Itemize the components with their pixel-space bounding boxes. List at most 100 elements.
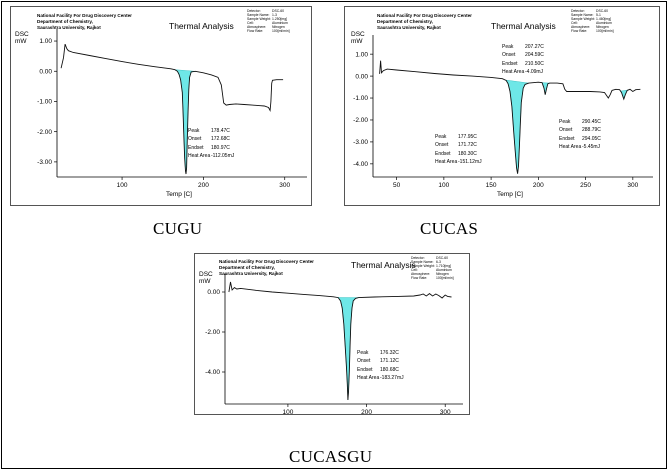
meta-value: 100[ml/min] [596, 28, 614, 33]
y-tick-label: -4.00 [205, 369, 220, 376]
meta-row: Flow Rate: 100[ml/min] [571, 28, 614, 34]
instrument-meta: Detector: DSC-60 Sample Name: 6-3 Sample W… [411, 256, 454, 281]
meta-value: Aluminium [436, 267, 452, 272]
x-tick-label: 100 [282, 409, 293, 416]
meta-key: Flow Rate: [247, 28, 264, 33]
meta-row: Sample Weight:1.710[mg] [411, 263, 454, 269]
endset-temp: 180.68C [380, 366, 399, 373]
meta-key: Sample Weight: [247, 16, 271, 21]
onset-temp: 171.72C [458, 142, 477, 149]
peak-annotation: Peak 176.32C Onset 171.12C Endset 180.68C H… [357, 350, 404, 381]
meta-row: Sample Name: 6-3 [411, 259, 454, 265]
x-tick-label: 300 [279, 182, 290, 189]
onset-temp: 204.59C [525, 52, 544, 59]
meta-key: Sample Weight: [571, 16, 595, 21]
facility-line-1: National Facility For Drug Discovery Cen… [377, 13, 472, 18]
meta-key: Atmosphere: [247, 24, 267, 29]
y-tick-label: 0.00 [355, 73, 368, 80]
facility-header: National Facility For Drug Discovery Cen… [219, 259, 314, 277]
y-axis-label: DSC mW [351, 31, 365, 45]
x-tick-label: 300 [627, 182, 638, 189]
y-axis-label: DSC mW [199, 271, 213, 285]
peak-annotation: Peak 207.27C Onset 204.59C Endset 210.50C H… [502, 44, 544, 75]
meta-row: Sample Weight:1.250[mg] [247, 16, 290, 22]
chart-panel-cugu: National Facility For Drug Discovery Cen… [10, 6, 312, 206]
caption-cugu: CUGU [153, 219, 203, 238]
meta-value: 1.250[mg] [272, 16, 288, 21]
meta-row: Atmosphere: Nitrogen [571, 24, 614, 30]
y-tick-label: 1.00 [355, 51, 368, 58]
dsc-curve-line [379, 60, 641, 174]
onset-temp: 171.12C [380, 358, 399, 365]
meta-key: Sample Name: [411, 259, 434, 264]
peak-area-fill [505, 79, 529, 174]
meta-row: Cell: Aluminium [571, 20, 614, 26]
meta-row: Atmosphere: Nitrogen [247, 24, 290, 30]
y-tick-label: -1.00 [353, 95, 368, 102]
facility-line-1: National Facility For Drug Discovery Cen… [219, 259, 314, 264]
facility-line-2: Department of Chemistry, [37, 19, 93, 24]
chart-title: Thermal Analysis [491, 21, 556, 31]
facility-line-1: National Facility For Drug Discovery Cen… [37, 13, 132, 18]
caption-cucasgu: CUCASGU [289, 447, 373, 466]
meta-row: Cell: Aluminium [411, 267, 454, 273]
meta-row: Sample Weight:1.460[mg] [571, 16, 614, 22]
endset-temp: 210.50C [525, 60, 544, 67]
meta-value: 6-3 [436, 259, 441, 264]
meta-row: Detector: DSC-60 [571, 9, 614, 14]
peak-temp: 176.32C [380, 350, 399, 356]
x-axis-label: Temp [C] [166, 191, 192, 198]
x-tick-label: 100 [117, 182, 128, 189]
meta-row: Flow Rate: 100[ml/min] [247, 28, 290, 34]
meta-value: Aluminium [596, 20, 612, 25]
x-tick-label: 200 [361, 409, 372, 416]
y-axis-label: DSC mW [15, 31, 29, 45]
meta-key: Detector: [247, 9, 261, 13]
onset-temp: 288.79C [582, 127, 601, 134]
meta-value: 1-3 [272, 12, 277, 17]
heat-area: -151.12mJ [458, 158, 482, 165]
x-tick-label: 50 [393, 182, 401, 189]
meta-row: Atmosphere: Nitrogen [411, 271, 454, 277]
x-tick-label: 200 [533, 182, 544, 189]
peak-temp: 177.95C [458, 134, 477, 140]
meta-row: Sample Name: 1-3 [247, 12, 290, 18]
meta-row: Flow Rate: 100[ml/min] [411, 275, 454, 281]
meta-key: Atmosphere: [571, 24, 591, 29]
chart-panel-cucasgu: National Facility For Drug Discovery Cen… [194, 253, 470, 416]
peak-temp: 207.27C [525, 44, 544, 50]
meta-value: Nitrogen [272, 24, 285, 29]
meta-value: Nitrogen [436, 271, 449, 276]
meta-key: Sample Name: [247, 12, 270, 17]
peak-temp: 178.47C [211, 128, 230, 134]
heat-area: -112.05mJ [211, 152, 235, 159]
peak-annotation: Peak 178.47C Onset 172.68C Endset 180.97C H… [188, 128, 235, 159]
meta-key: Atmosphere: [411, 271, 431, 276]
meta-key: Sample Weight: [411, 263, 435, 268]
caption-cucas: CUCAS [420, 219, 479, 238]
x-tick-label: 200 [198, 182, 209, 189]
dsc-curve-line [60, 43, 284, 175]
chart-title: Thermal Analysis [351, 260, 416, 270]
heat-area: -4.09mJ [525, 68, 544, 75]
y-tick-label: -1.00 [37, 99, 52, 106]
meta-row: Sample Name: 5-1 [571, 13, 614, 18]
peak-annotation: Peak 290.45C Onset 288.79C Endset 294.05C H… [559, 119, 601, 150]
meta-value: DSC-60 [596, 9, 609, 13]
x-axis-label: Temp [C] [497, 191, 523, 198]
meta-key: Cell: [247, 20, 254, 25]
heat-area: -5.45mJ [582, 143, 601, 150]
chart-panel-cucas: National Facility For Drug Discovery Cen… [344, 6, 660, 206]
endset-temp: 180.97C [211, 144, 230, 151]
meta-key: Flow Rate: [571, 28, 588, 33]
meta-key: Flow Rate: [411, 275, 428, 280]
y-tick-label: -2.00 [205, 329, 220, 336]
dsc-plot-cucas: 1.00 0.00 -1.00 -2.00 -3.00 -4.00 50 100 150 200 2… [353, 35, 653, 198]
meta-key: Cell: [571, 20, 578, 25]
x-tick-label: 300 [440, 409, 451, 416]
y-tick-label: -3.00 [353, 139, 368, 146]
peak-annotation: Peak 177.95C Onset 171.72C Endset 180.30C H… [435, 134, 482, 165]
peak-area-fill [337, 297, 359, 401]
